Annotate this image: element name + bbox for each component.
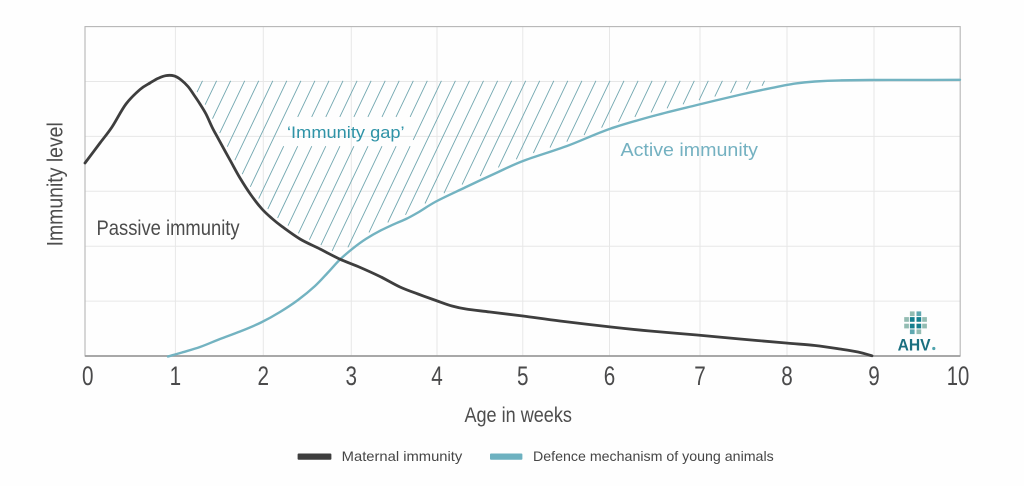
svg-text:‘Immunity gap’: ‘Immunity gap’ — [287, 123, 405, 142]
svg-text:2: 2 — [258, 361, 270, 391]
svg-text:Passive immunity: Passive immunity — [97, 217, 241, 240]
svg-text:Age in weeks: Age in weeks — [464, 404, 572, 427]
svg-text:1: 1 — [170, 361, 182, 391]
svg-text:Immunity level: Immunity level — [43, 122, 68, 246]
svg-text:9: 9 — [868, 361, 880, 391]
svg-text:7: 7 — [694, 361, 706, 391]
svg-text:Maternal immunity: Maternal immunity — [342, 448, 463, 464]
svg-text:6: 6 — [604, 361, 616, 391]
svg-text:4: 4 — [431, 361, 443, 391]
svg-text:AHV: AHV — [898, 336, 932, 355]
svg-text:Defence mechanism of young ani: Defence mechanism of young animals — [533, 448, 774, 464]
svg-text:3: 3 — [346, 361, 358, 391]
svg-text:Active immunity: Active immunity — [621, 139, 759, 160]
svg-text:8: 8 — [781, 361, 793, 391]
svg-text:0: 0 — [82, 361, 94, 391]
svg-text:10: 10 — [947, 361, 970, 391]
svg-text:5: 5 — [517, 361, 529, 391]
